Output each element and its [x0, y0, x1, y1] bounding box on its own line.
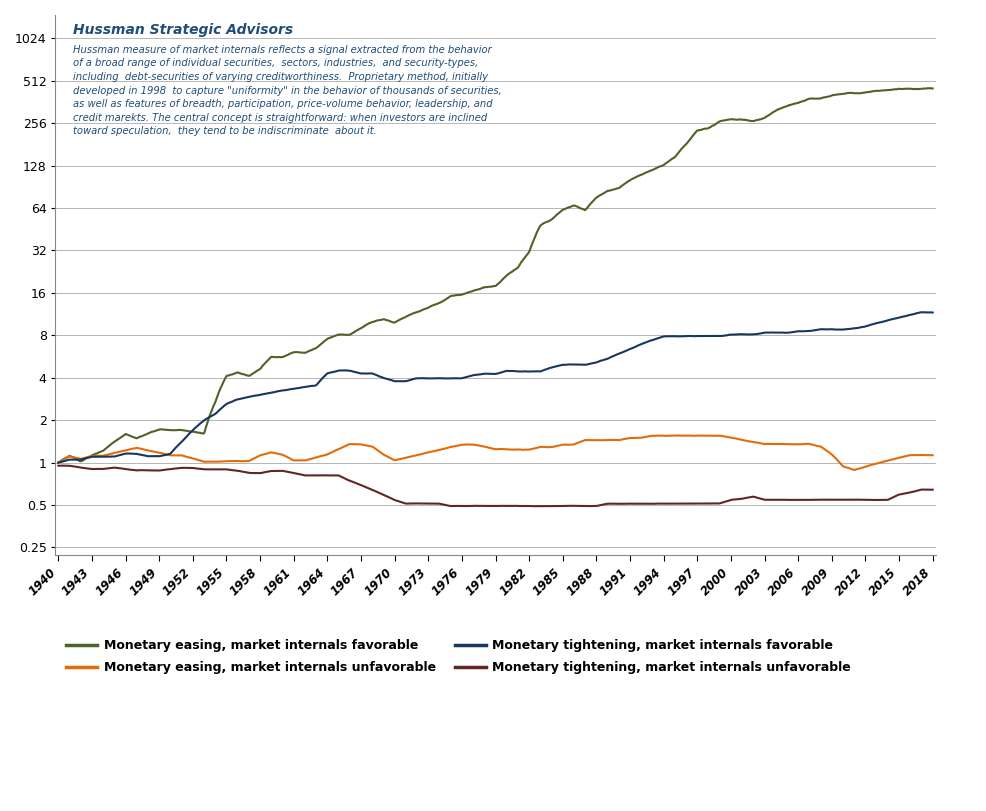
Monetary tightening, market internals unfavorable [52, 461, 64, 470]
Line: Monetary easing, market internals unfavorable: Monetary easing, market internals unfavo… [58, 436, 932, 470]
Monetary easing, market internals unfavorable [201, 457, 213, 466]
Monetary tightening, market internals unfavorable [88, 464, 100, 474]
Monetary easing, market internals favorable [225, 370, 237, 380]
Monetary easing, market internals favorable [245, 370, 256, 380]
Monetary easing, market internals favorable [52, 457, 64, 467]
Monetary tightening, market internals favorable [52, 457, 64, 467]
Monetary tightening, market internals favorable [87, 452, 99, 461]
Line: Monetary easing, market internals favorable: Monetary easing, market internals favora… [58, 88, 932, 462]
Monetary tightening, market internals favorable [650, 334, 662, 344]
Monetary easing, market internals favorable [650, 163, 662, 173]
Monetary easing, market internals unfavorable [459, 440, 471, 449]
Monetary tightening, market internals favorable [459, 372, 471, 382]
Monetary tightening, market internals favorable [201, 414, 213, 423]
Monetary tightening, market internals favorable [225, 397, 237, 407]
Monetary tightening, market internals unfavorable [55, 461, 67, 470]
Monetary easing, market internals unfavorable [926, 450, 938, 460]
Monetary easing, market internals unfavorable [87, 451, 99, 461]
Monetary easing, market internals unfavorable [650, 431, 662, 440]
Monetary easing, market internals favorable [459, 288, 471, 298]
Monetary tightening, market internals unfavorable [226, 466, 238, 475]
Monetary easing, market internals unfavorable [245, 455, 256, 465]
Monetary easing, market internals unfavorable [225, 456, 237, 466]
Monetary tightening, market internals unfavorable [246, 468, 257, 478]
Monetary easing, market internals unfavorable [52, 457, 64, 467]
Monetary easing, market internals unfavorable [669, 431, 681, 440]
Monetary easing, market internals favorable [201, 419, 213, 429]
Monetary tightening, market internals favorable [245, 392, 256, 401]
Monetary easing, market internals favorable [923, 84, 935, 93]
Monetary tightening, market internals unfavorable [926, 485, 938, 495]
Monetary easing, market internals unfavorable [847, 465, 859, 474]
Monetary easing, market internals favorable [926, 84, 938, 93]
Monetary tightening, market internals unfavorable [538, 501, 550, 511]
Text: Hussman measure of market internals reflects a signal extracted from the behavio: Hussman measure of market internals refl… [73, 45, 501, 136]
Line: Monetary tightening, market internals favorable: Monetary tightening, market internals fa… [58, 312, 932, 462]
Monetary tightening, market internals favorable [926, 307, 938, 317]
Text: Hussman Strategic Advisors: Hussman Strategic Advisors [73, 23, 293, 37]
Monetary tightening, market internals unfavorable [460, 501, 472, 511]
Line: Monetary tightening, market internals unfavorable: Monetary tightening, market internals un… [58, 466, 932, 506]
Monetary tightening, market internals unfavorable [202, 465, 214, 474]
Monetary tightening, market internals favorable [915, 307, 927, 317]
Monetary tightening, market internals unfavorable [651, 499, 663, 508]
Monetary easing, market internals favorable [87, 450, 99, 460]
Legend: Monetary easing, market internals favorable, Monetary easing, market internals u: Monetary easing, market internals favora… [61, 634, 855, 679]
